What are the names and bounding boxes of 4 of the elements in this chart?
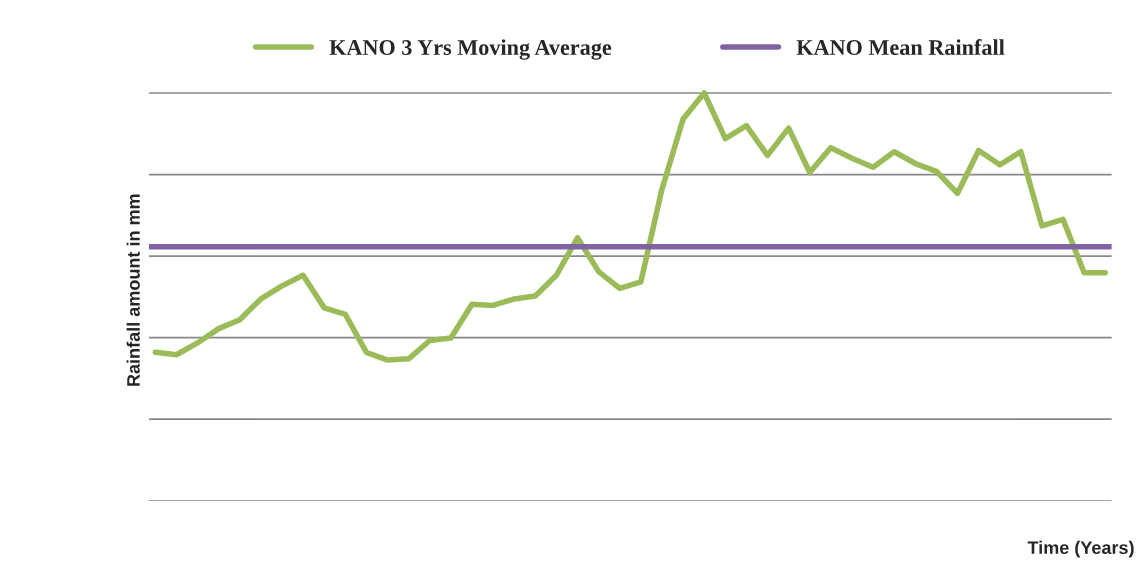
legend-label: KANO 3 Yrs Moving Average (329, 39, 612, 60)
y-axis-title: Rainfall amount in mm (126, 194, 140, 386)
x-axis-title: Time (Years) (1027, 540, 1134, 558)
legend-label: KANO Mean Rainfall (796, 39, 1005, 55)
